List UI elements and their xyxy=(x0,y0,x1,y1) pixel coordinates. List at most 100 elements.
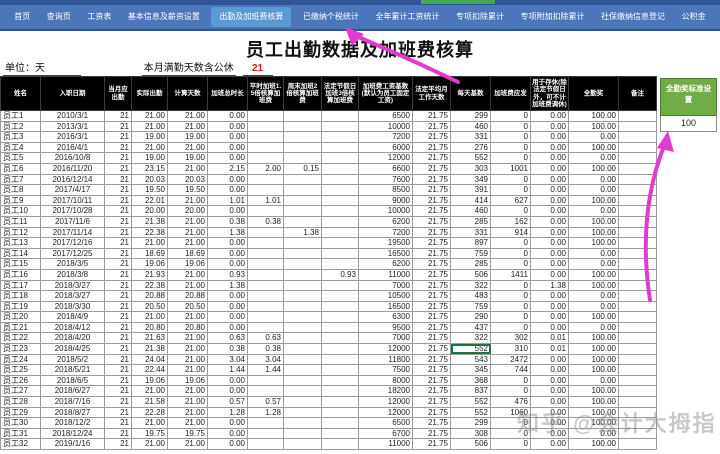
cell[interactable]: 0.00 xyxy=(207,258,248,270)
cell[interactable]: 员工26 xyxy=(0,374,41,387)
cell[interactable]: 21 xyxy=(104,406,132,419)
cell[interactable]: 2018/3/30 xyxy=(40,300,105,313)
cell[interactable] xyxy=(618,279,657,292)
cell[interactable]: 437 xyxy=(450,321,491,334)
cell[interactable]: 21.00 xyxy=(167,406,208,419)
cell[interactable]: 0.00 xyxy=(207,311,248,323)
column-header-4[interactable]: 实际出勤 xyxy=(131,76,168,111)
cell[interactable]: 2017/11/6 xyxy=(40,215,105,228)
cell[interactable]: 员工16 xyxy=(0,268,41,281)
cell[interactable]: 2016/4/1 xyxy=(40,141,105,154)
cell[interactable] xyxy=(321,427,359,440)
cell[interactable]: 21.00 xyxy=(167,141,208,154)
cell[interactable]: 12000 xyxy=(358,343,413,355)
tab-6[interactable]: 已缴纳个税统计 xyxy=(302,12,359,21)
cell[interactable] xyxy=(247,268,284,281)
cell[interactable]: 22.28 xyxy=(131,406,168,419)
cell[interactable] xyxy=(283,184,322,196)
cell[interactable]: 2.00 xyxy=(247,162,284,175)
cell[interactable]: 1.38 xyxy=(530,279,569,292)
cell[interactable]: 21 xyxy=(104,162,132,175)
cell[interactable]: 21.75 xyxy=(412,290,451,302)
cell[interactable]: 21.75 xyxy=(412,258,451,270)
cell[interactable]: 2017/10/28 xyxy=(40,205,105,217)
cell[interactable] xyxy=(321,300,359,313)
cell[interactable]: 2017/4/17 xyxy=(40,184,105,196)
cell[interactable] xyxy=(247,237,284,249)
cell[interactable]: 0 xyxy=(490,184,531,196)
cell[interactable]: 8000 xyxy=(358,374,413,387)
cell[interactable]: 21.00 xyxy=(167,110,208,122)
cell[interactable]: 0.63 xyxy=(247,332,284,345)
cell[interactable] xyxy=(618,162,657,175)
column-header-9[interactable]: 法定节假日加班3倍核算加班费 xyxy=(321,76,359,111)
cell[interactable]: 100.00 xyxy=(568,364,619,376)
cell[interactable]: 460 xyxy=(450,120,491,133)
cell[interactable]: 0.00 xyxy=(530,194,569,207)
cell[interactable]: 19.06 xyxy=(131,258,168,270)
cell[interactable] xyxy=(618,353,657,366)
cell[interactable]: 21.00 xyxy=(167,268,208,281)
cell[interactable]: 21.00 xyxy=(167,332,208,345)
cell[interactable]: 349 xyxy=(450,173,491,186)
cell[interactable]: 0.00 xyxy=(530,226,569,239)
cell[interactable] xyxy=(321,438,359,450)
cell[interactable] xyxy=(283,321,322,334)
cell[interactable]: 员工5 xyxy=(0,152,41,164)
cell[interactable]: 0.00 xyxy=(207,385,248,398)
cell[interactable]: 0 xyxy=(490,205,531,217)
cell[interactable]: 2018/3/5 xyxy=(40,258,105,270)
cell[interactable]: 0.00 xyxy=(207,290,248,302)
cell[interactable]: 100.00 xyxy=(568,268,619,281)
cell[interactable]: 21.75 xyxy=(412,215,451,228)
cell[interactable]: 290 xyxy=(450,311,491,323)
cell[interactable] xyxy=(247,152,284,164)
cell[interactable]: 21 xyxy=(104,279,132,292)
cell[interactable]: 18.69 xyxy=(167,247,208,260)
cell[interactable]: 0.38 xyxy=(247,215,284,228)
cell[interactable]: 21.00 xyxy=(167,353,208,366)
cell[interactable]: 0.00 xyxy=(207,321,248,334)
cell[interactable] xyxy=(247,374,284,387)
cell[interactable]: 0.00 xyxy=(530,374,569,387)
cell[interactable]: 0.00 xyxy=(207,184,248,196)
cell[interactable]: 0.00 xyxy=(530,162,569,175)
cell[interactable]: 0.00 xyxy=(207,300,248,313)
cell[interactable]: 0 xyxy=(490,374,531,387)
cell[interactable] xyxy=(618,332,657,345)
cell[interactable]: 21.75 xyxy=(412,152,451,164)
cell[interactable]: 11800 xyxy=(358,353,413,366)
cell[interactable] xyxy=(321,152,359,164)
cell[interactable] xyxy=(247,279,284,292)
cell[interactable]: 19.50 xyxy=(167,184,208,196)
cell[interactable]: 21.75 xyxy=(412,332,451,345)
cell[interactable] xyxy=(247,321,284,334)
cell[interactable]: 1.38 xyxy=(207,279,248,292)
cell[interactable]: 8500 xyxy=(358,184,413,196)
cell[interactable] xyxy=(321,226,359,239)
cell[interactable]: 18200 xyxy=(358,385,413,398)
cell[interactable]: 1411 xyxy=(490,268,531,281)
cell[interactable]: 21.75 xyxy=(412,385,451,398)
cell[interactable]: 276 xyxy=(450,141,491,154)
cell[interactable]: 837 xyxy=(450,385,491,398)
cell[interactable]: 21.75 xyxy=(412,343,451,355)
cell[interactable]: 19.00 xyxy=(131,152,168,164)
cell[interactable]: 6500 xyxy=(358,417,413,429)
cell[interactable]: 506 xyxy=(450,438,491,450)
cell[interactable] xyxy=(618,300,657,313)
cell[interactable]: 10000 xyxy=(358,205,413,217)
cell[interactable]: 21.75 xyxy=(412,194,451,207)
cell[interactable] xyxy=(618,237,657,249)
cell[interactable]: 0 xyxy=(490,247,531,260)
cell[interactable]: 22.44 xyxy=(131,364,168,376)
cell[interactable]: 2018/7/16 xyxy=(40,396,105,408)
cell[interactable] xyxy=(283,343,322,355)
cell[interactable] xyxy=(618,258,657,270)
cell[interactable]: 21.75 xyxy=(412,406,451,419)
cell[interactable]: 7000 xyxy=(358,332,413,345)
cell[interactable] xyxy=(247,131,284,143)
cell[interactable]: 21 xyxy=(104,300,132,313)
cell[interactable]: 19.00 xyxy=(131,131,168,143)
cell[interactable]: 21.75 xyxy=(412,268,451,281)
